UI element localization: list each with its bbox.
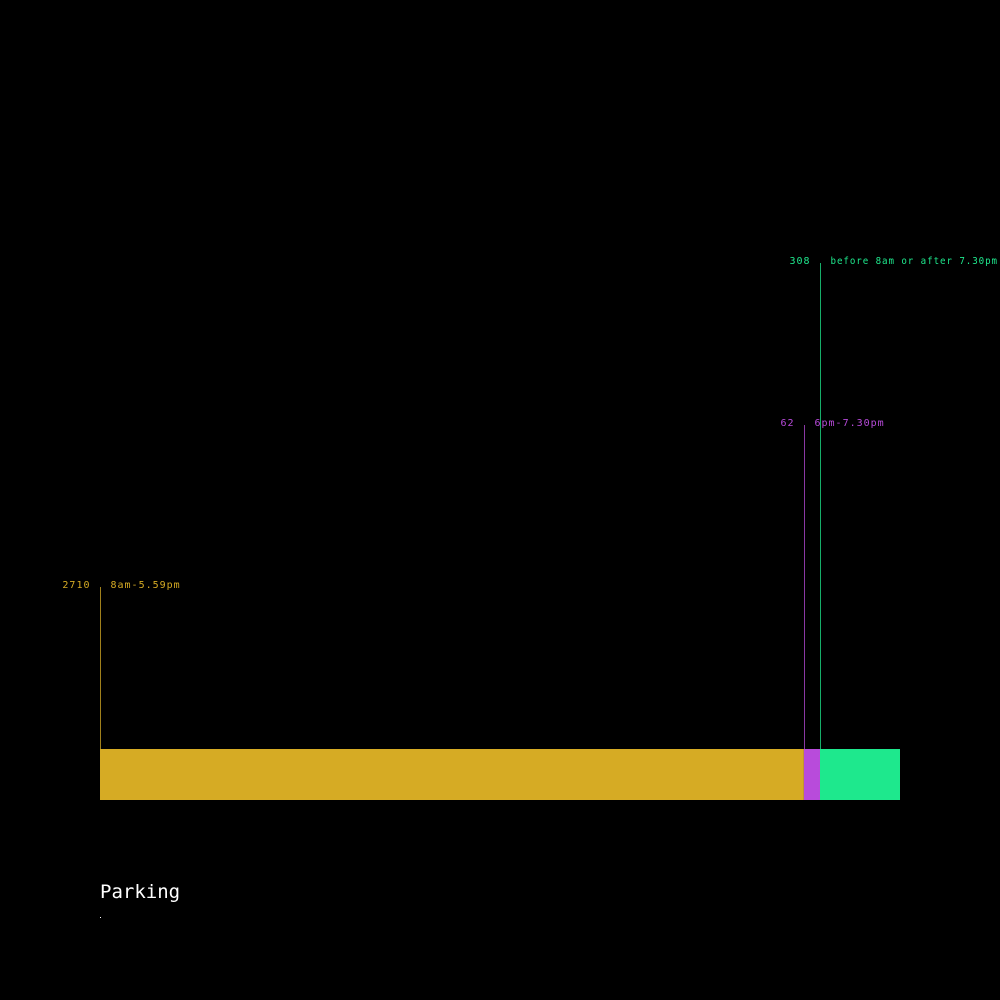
category-label-before-8am-or-after-7-30pm: before 8am or after 7.30pm xyxy=(831,256,999,267)
bar-segment-8am-5-59pm xyxy=(100,749,804,800)
value-label-8am-5-59pm: 2710 xyxy=(62,580,90,591)
category-label-8am-5-59pm: 8am-5.59pm xyxy=(111,580,181,591)
value-label-before-8am-or-after-7-30pm: 308 xyxy=(789,256,810,267)
chart-title: Parking xyxy=(100,881,181,903)
bar-segments xyxy=(100,749,900,800)
value-label-6pm-7-30pm: 62 xyxy=(780,418,794,429)
segment-labels: 2710 8am-5.59pm 62 6pm-7.30pm 308 before 8am … xyxy=(62,256,999,591)
leader-lines xyxy=(100,263,821,749)
bar-segment-before-8am-or-after-7-30pm xyxy=(820,749,900,800)
title-marker xyxy=(100,917,101,918)
bar-segment-6pm-7-30pm xyxy=(803,749,820,800)
category-label-6pm-7-30pm: 6pm-7.30pm xyxy=(815,418,885,429)
